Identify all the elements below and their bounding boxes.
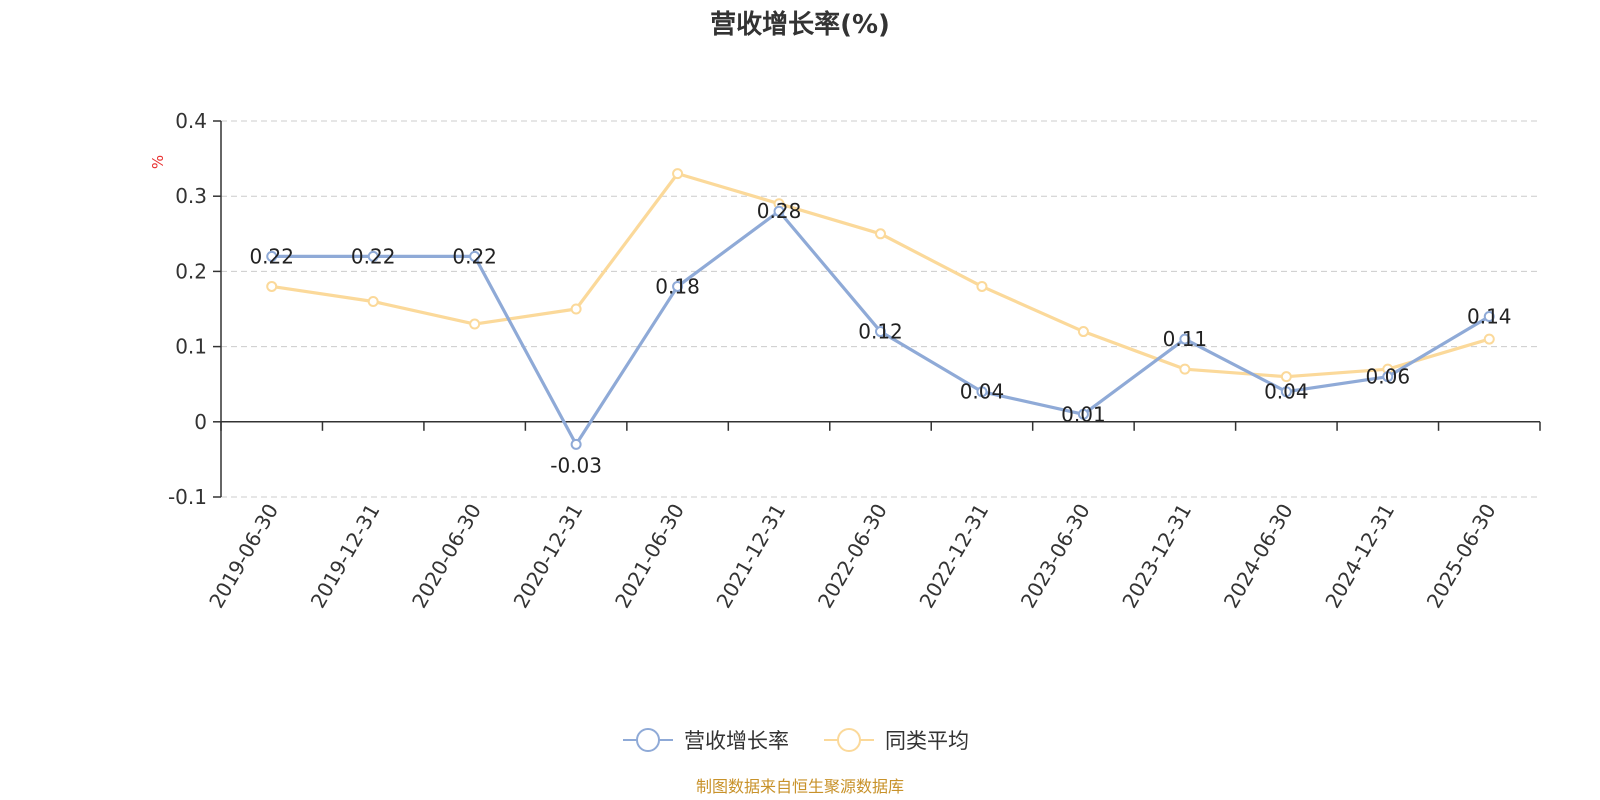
legend-marker-icon — [636, 728, 660, 752]
data-point — [976, 280, 988, 292]
legend-label-peer-average: 同类平均 — [885, 729, 969, 753]
y-tick-label: 0.1 — [175, 335, 207, 359]
x-tick-label: 2022-06-30 — [813, 500, 892, 613]
data-point — [672, 280, 684, 292]
x-axis-ticks: 2019-06-30 2019-12-31 2020-06-30 2020-12-31… — [204, 421, 1541, 613]
data-label: 0.06 — [1366, 365, 1411, 389]
data-label: -0.03 — [550, 453, 602, 477]
y-tick-label: 0.4 — [175, 109, 207, 133]
data-point — [1483, 311, 1495, 323]
legend[interactable]: 营收增长率 同类平均 — [623, 728, 969, 753]
x-tick-label: 2022-12-31 — [914, 500, 993, 613]
data-point — [266, 280, 278, 292]
y-tick-label: 0.3 — [175, 184, 207, 208]
data-label: 0.04 — [960, 380, 1005, 404]
x-tick-label: 2020-06-30 — [407, 500, 486, 613]
data-point — [1077, 326, 1089, 338]
data-label: 0.14 — [1467, 305, 1512, 329]
x-tick-label: 2020-12-31 — [509, 500, 588, 613]
data-labels: 0.22 0.22 0.22 -0.03 0.18 0.28 0.12 0.04 0.01 0.1… — [249, 199, 1511, 477]
y-tick-label: 0 — [194, 410, 207, 434]
data-point — [469, 250, 481, 262]
y-tick-label: 0.2 — [175, 259, 207, 283]
data-point — [875, 228, 886, 240]
data-point — [1077, 408, 1089, 420]
legend-marker-icon — [837, 728, 861, 752]
data-point — [570, 303, 582, 315]
x-tick-label: 2024-12-31 — [1320, 500, 1399, 613]
axes — [220, 121, 1540, 497]
data-label: 0.22 — [351, 244, 396, 268]
data-point — [266, 250, 278, 262]
data-label: 0.12 — [858, 320, 903, 344]
data-point — [1179, 363, 1191, 375]
y-axis-unit: % — [149, 155, 167, 169]
legend-label-revenue-growth: 营收增长率 — [684, 729, 789, 753]
data-point — [367, 250, 379, 262]
x-tick-label: 2023-12-31 — [1117, 500, 1196, 613]
data-point — [367, 295, 379, 307]
data-source-note: 制图数据来自恒生聚源数据库 — [696, 777, 904, 796]
series — [266, 168, 1495, 450]
data-label: 0.22 — [452, 244, 497, 268]
data-point — [1280, 386, 1292, 398]
data-label: 0.18 — [655, 274, 700, 298]
data-point — [469, 318, 481, 330]
data-label: 0.04 — [1264, 380, 1309, 404]
data-label: 0.22 — [249, 244, 294, 268]
data-label: 0.28 — [757, 199, 802, 223]
x-tick-label: 2019-12-31 — [306, 500, 385, 613]
data-point — [1382, 371, 1394, 383]
data-point — [570, 438, 582, 450]
y-tick-label: -0.1 — [168, 485, 207, 509]
data-label: 0.01 — [1061, 402, 1106, 426]
data-point — [976, 386, 988, 398]
data-label: 0.11 — [1163, 327, 1208, 351]
data-point — [875, 326, 886, 338]
data-point — [1483, 333, 1495, 345]
y-axis-ticks: -0.1 0 0.1 0.2 0.3 0.4 — [168, 109, 221, 509]
x-tick-label: 2024-06-30 — [1219, 500, 1298, 613]
data-point — [1280, 371, 1292, 383]
x-tick-label: 2023-06-30 — [1016, 500, 1095, 613]
x-tick-label: 2021-12-31 — [711, 500, 790, 613]
x-tick-label: 2021-06-30 — [610, 500, 689, 613]
x-tick-label: 2019-06-30 — [204, 500, 283, 613]
data-point — [1179, 333, 1191, 345]
grid-lines — [221, 120, 1540, 498]
data-point — [773, 205, 785, 217]
legend-item-revenue-growth[interactable]: 营收增长率 — [623, 728, 789, 753]
legend-item-peer-average[interactable]: 同类平均 — [824, 728, 969, 753]
chart-title: 营收增长率(%) — [710, 9, 890, 40]
data-point — [672, 168, 684, 180]
x-tick-label: 2025-06-30 — [1422, 500, 1501, 613]
